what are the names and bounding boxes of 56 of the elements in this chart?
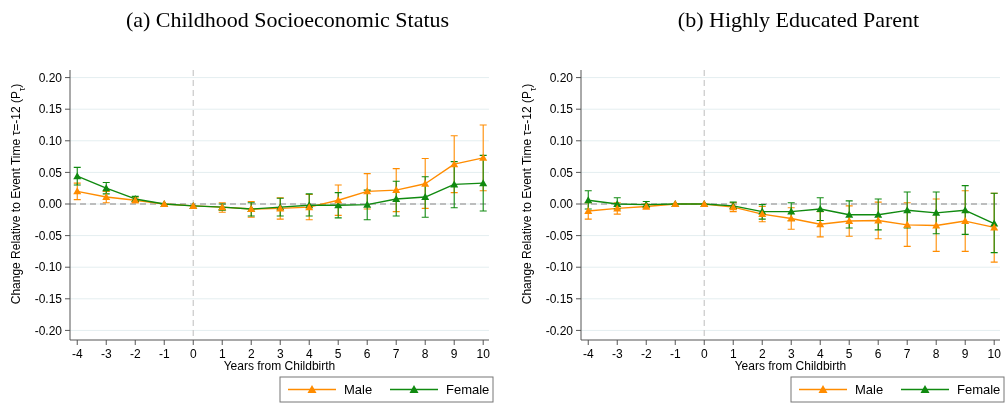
- x-tick-label: 6: [363, 347, 371, 361]
- x-tick-label: -3: [611, 347, 623, 361]
- y-tick-label: 0.15: [38, 102, 63, 117]
- legend-label: Female: [957, 382, 1001, 398]
- chart-title: (a) Childhood Socioeconomic Status: [125, 7, 450, 32]
- legend-label: Male: [855, 382, 884, 398]
- x-tick-label: 9: [450, 347, 458, 361]
- x-tick-label: 5: [334, 347, 342, 361]
- x-tick-label: -3: [100, 347, 112, 361]
- x-axis-title: Years from Childbirth: [223, 359, 336, 373]
- x-tick-label: 2: [758, 347, 766, 361]
- y-tick-label: -0.05: [545, 228, 574, 243]
- legend-label: Male: [344, 382, 373, 398]
- y-tick-label: 0.00: [549, 197, 574, 212]
- x-tick-label: 10: [476, 347, 491, 361]
- y-tick-label: 0.20: [38, 70, 63, 85]
- x-tick-label: 5: [845, 347, 853, 361]
- x-tick-label: -4: [71, 347, 83, 361]
- x-tick-label: -1: [669, 347, 681, 361]
- x-tick-label: 7: [903, 347, 911, 361]
- legend-label: Female: [446, 382, 490, 398]
- x-tick-label: -4: [582, 347, 594, 361]
- y-tick-label: -0.05: [34, 228, 63, 243]
- x-tick-label: 3: [787, 347, 795, 361]
- x-tick-label: 6: [874, 347, 882, 361]
- y-tick-label: -0.15: [34, 292, 63, 307]
- x-axis-title: Years from Childbirth: [734, 359, 847, 373]
- x-tick-label: -2: [640, 347, 652, 361]
- x-tick-label: 0: [700, 347, 708, 361]
- y-tick-label: 0.20: [549, 70, 574, 85]
- y-tick-label: 0.10: [38, 133, 63, 148]
- x-tick-label: -1: [158, 347, 170, 361]
- chart-title: (b) Highly Educated Parent: [677, 7, 920, 32]
- x-tick-label: 1: [218, 347, 226, 361]
- x-tick-label: 3: [276, 347, 284, 361]
- x-tick-label: 1: [729, 347, 737, 361]
- x-tick-label: 9: [961, 347, 969, 361]
- y-tick-label: -0.15: [545, 292, 574, 307]
- y-tick-label: 0.15: [549, 102, 574, 117]
- y-tick-label: -0.20: [545, 323, 574, 338]
- y-tick-label: 0.00: [38, 197, 63, 212]
- y-tick-label: 0.10: [549, 133, 574, 148]
- x-tick-label: 10: [987, 347, 1002, 361]
- x-tick-label: 4: [816, 347, 824, 361]
- y-tick-label: -0.10: [34, 260, 63, 275]
- y-tick-label: 0.05: [38, 165, 63, 180]
- y-tick-label: -0.10: [545, 260, 574, 275]
- x-tick-label: 7: [392, 347, 400, 361]
- x-tick-label: 8: [421, 347, 429, 361]
- y-tick-label: 0.05: [549, 165, 574, 180]
- x-tick-label: 4: [305, 347, 313, 361]
- x-tick-label: 2: [247, 347, 255, 361]
- x-tick-label: 0: [189, 347, 197, 361]
- x-tick-label: -2: [129, 347, 141, 361]
- x-tick-label: 8: [932, 347, 940, 361]
- y-tick-label: -0.20: [34, 323, 63, 338]
